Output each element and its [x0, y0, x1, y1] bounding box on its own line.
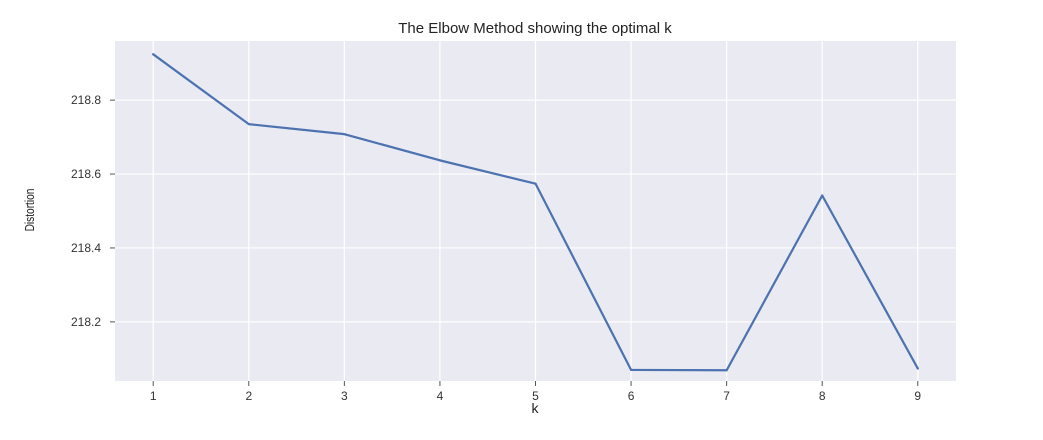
y-tick-label-218.6: 218.6: [71, 167, 101, 181]
x-tick-label-3: 3: [341, 389, 348, 403]
y-tick-label-218.4: 218.4: [71, 241, 101, 255]
x-tick-label-7: 7: [723, 389, 730, 403]
x-tick-label-4: 4: [437, 389, 444, 403]
data-point-k-8: [821, 194, 824, 197]
data-point-k-3: [343, 133, 346, 136]
data-point-k-5: [534, 182, 537, 185]
chart-title: The Elbow Method showing the optimal k: [398, 20, 672, 37]
y-axis-ticks: 218.2 218.4 218.6 218.8: [71, 93, 115, 329]
x-axis-ticks: 1 2 3 4 5 6 7 8 9: [150, 381, 921, 403]
y-axis-label: Distortion: [23, 189, 37, 232]
y-tick-label-218.2: 218.2: [71, 315, 101, 329]
y-tick-label-218.8: 218.8: [71, 93, 101, 107]
data-point-k-9: [916, 367, 919, 370]
data-point-k-2: [247, 123, 250, 126]
x-tick-label-1: 1: [150, 389, 157, 403]
grid-lines: [115, 41, 956, 381]
data-point-k-7: [725, 369, 728, 372]
x-tick-label-2: 2: [245, 389, 252, 403]
x-tick-label-9: 9: [914, 389, 921, 403]
x-tick-label-8: 8: [819, 389, 826, 403]
data-point-k-4: [438, 159, 442, 162]
x-tick-label-6: 6: [628, 389, 635, 403]
data-point-k-1: [152, 53, 155, 56]
data-point-k-6: [629, 368, 633, 372]
series-group: [152, 53, 919, 372]
x-tick-label-5: 5: [532, 389, 539, 403]
x-axis-label: k: [532, 400, 540, 416]
